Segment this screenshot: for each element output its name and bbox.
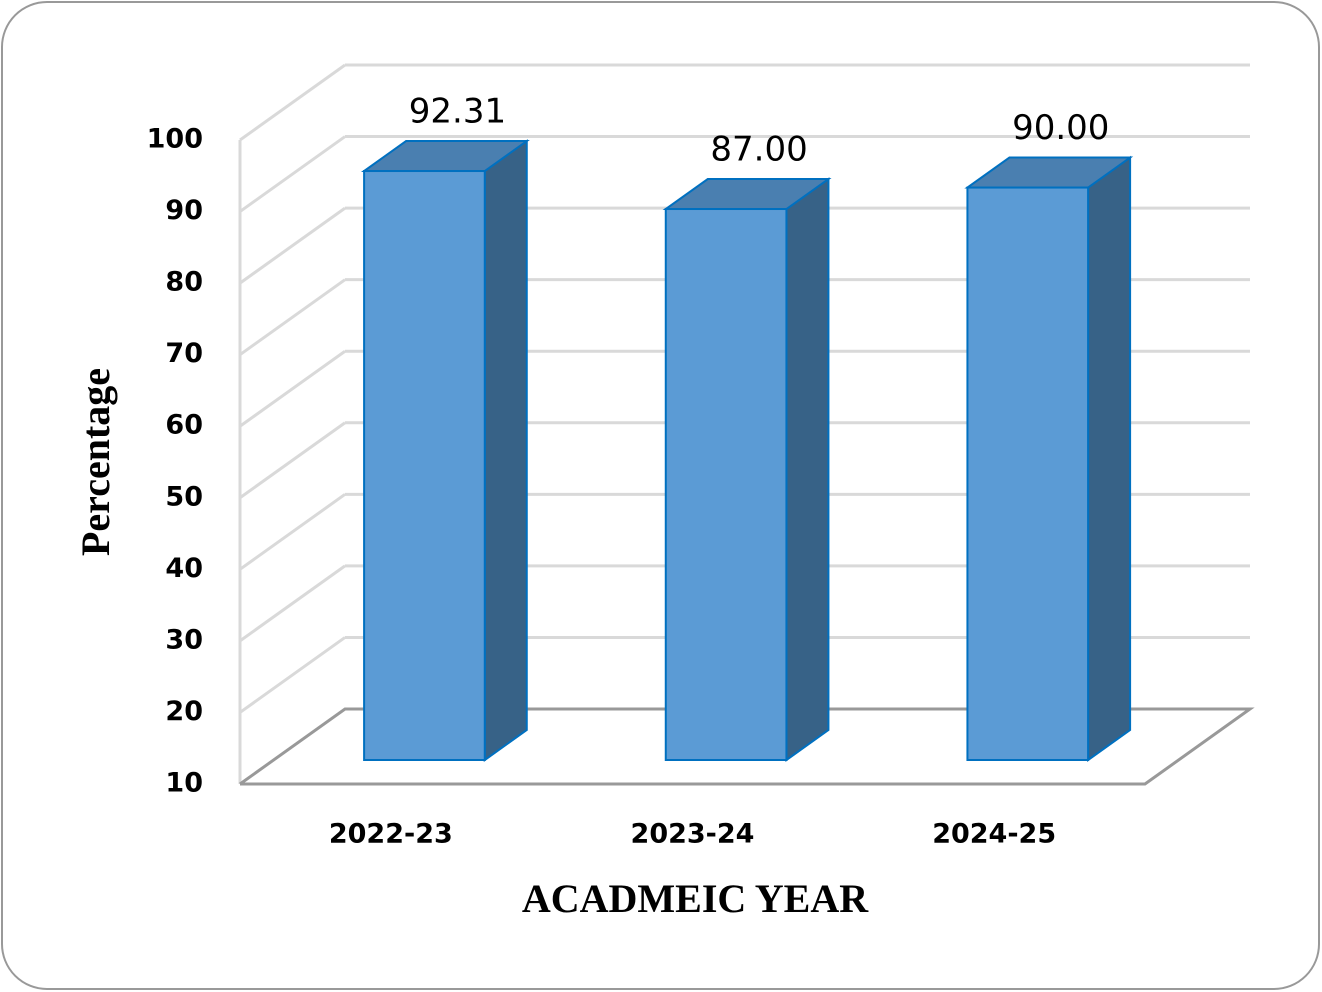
y-tick-label: 90 bbox=[165, 195, 203, 226]
y-tick-label: 100 bbox=[147, 124, 203, 155]
x-tick-label: 2022-23 bbox=[329, 819, 453, 850]
y-tick-label: 50 bbox=[165, 481, 203, 512]
grid-line-side bbox=[239, 564, 346, 643]
floor bbox=[239, 707, 1255, 786]
y-tick-label: 40 bbox=[165, 553, 203, 584]
y-tick-label: 10 bbox=[165, 768, 203, 799]
plot-area: 10 20 30 40 50 60 70 80 90 100 92.31 2022-23 87.00 20… bbox=[147, 63, 1255, 850]
grid-line-side bbox=[239, 350, 346, 428]
bar-side bbox=[483, 139, 528, 762]
grid-line-side bbox=[239, 63, 346, 142]
value-label: 87.00 bbox=[710, 130, 807, 170]
y-tick-label: 70 bbox=[165, 338, 203, 369]
bar bbox=[966, 186, 1090, 762]
y-tick-label: 60 bbox=[165, 410, 203, 441]
x-tick-label: 2024-25 bbox=[932, 819, 1056, 850]
grid-line-side bbox=[239, 135, 346, 213]
y-axis-title: Percentage bbox=[73, 368, 118, 556]
bar-side bbox=[785, 177, 830, 762]
x-tick-label: 2023-24 bbox=[631, 819, 755, 850]
value-label: 92.31 bbox=[409, 92, 506, 132]
x-axis-title: ACADMEIC YEAR bbox=[522, 876, 869, 921]
grid-line-side bbox=[239, 421, 346, 499]
bar bbox=[664, 208, 788, 761]
y-tick-label: 80 bbox=[165, 267, 203, 298]
grid-line-side bbox=[239, 278, 346, 356]
bar-side bbox=[1087, 155, 1132, 762]
grid-line-side bbox=[239, 493, 346, 571]
grid-line-side bbox=[239, 206, 346, 285]
bar bbox=[363, 170, 486, 761]
y-tick-label: 20 bbox=[165, 696, 203, 727]
value-label: 90.00 bbox=[1012, 108, 1109, 148]
grid-line-side bbox=[239, 636, 346, 714]
y-tick-label: 30 bbox=[165, 624, 203, 655]
